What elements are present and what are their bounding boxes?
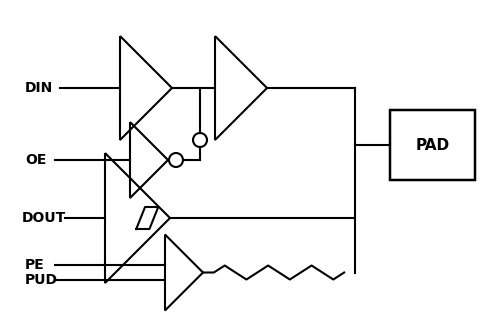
Text: PE: PE [25, 258, 45, 272]
Bar [390, 110, 475, 180]
Text: DIN: DIN [25, 81, 53, 95]
Text: PUD: PUD [25, 273, 58, 287]
Text: PAD: PAD [416, 137, 450, 153]
Text: DOUT: DOUT [22, 211, 66, 225]
Text: OE: OE [25, 153, 46, 167]
